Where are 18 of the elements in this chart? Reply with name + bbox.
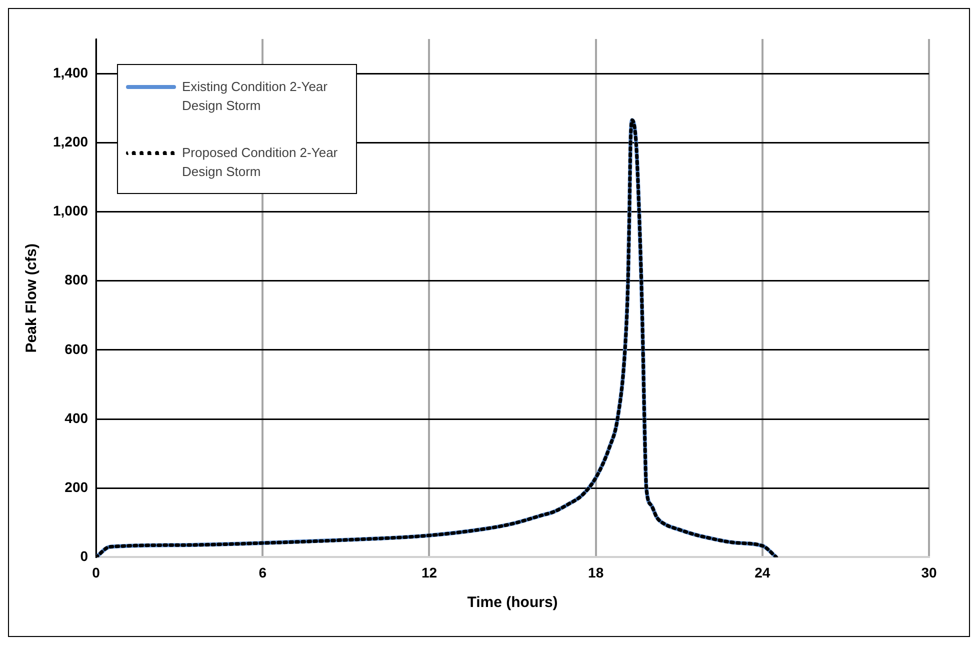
- y-tick-label: 400: [64, 410, 88, 426]
- x-tick-label: 6: [258, 564, 267, 580]
- x-tick-label: 0: [92, 564, 100, 580]
- y-tick-label: 1,000: [52, 202, 88, 219]
- x-tick-label: 12: [421, 564, 438, 580]
- x-tick-label: 18: [588, 564, 604, 580]
- y-tick-label: 1,400: [52, 64, 88, 80]
- y-tick-label: 0: [80, 548, 88, 564]
- y-axis-title: Peak Flow (cfs): [23, 244, 40, 353]
- x-tick-label: 30: [921, 564, 937, 580]
- y-tick-label: 600: [64, 340, 88, 357]
- legend-label: Existing Condition 2-Year Design Storm: [182, 78, 328, 115]
- y-tick-label: 1,200: [52, 134, 88, 150]
- legend-label: Proposed Condition 2-Year Design Storm: [182, 144, 339, 181]
- y-tick-label: 800: [64, 272, 88, 288]
- x-tick-label: 24: [754, 564, 770, 580]
- x-axis-title: Time (hours): [467, 594, 558, 612]
- y-tick-label: 200: [64, 478, 88, 495]
